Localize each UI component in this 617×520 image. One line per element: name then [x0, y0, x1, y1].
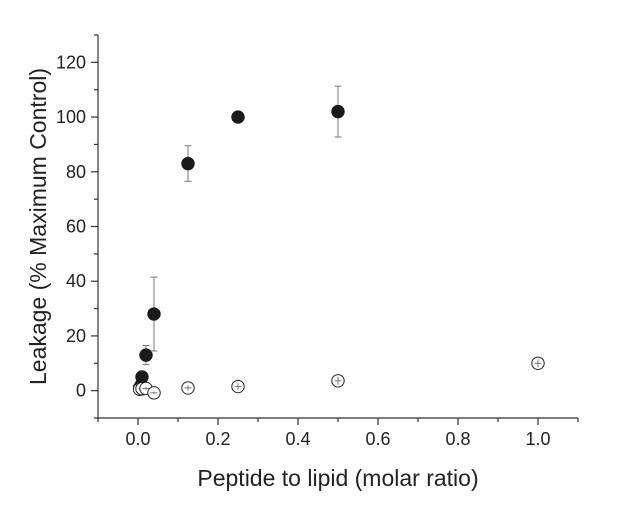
data-series	[132, 85, 545, 400]
y-tick-label: 0	[76, 381, 86, 401]
y-tick-label: 80	[66, 162, 86, 182]
data-point	[139, 348, 153, 362]
axes: 0.0 0.2 0.4 0.6 0.8 1.0 0 20 40 60 80 100 120	[56, 34, 579, 449]
y-axis-ticks: 0 20 40 60 80 100 120	[56, 34, 98, 419]
data-point	[181, 156, 195, 171]
x-tick-label: 0.4	[285, 429, 310, 449]
y-tick-label: 40	[66, 271, 86, 291]
series-1	[132, 85, 345, 395]
x-tick-label: 0.0	[125, 429, 150, 449]
x-axis-title: Peptide to lipid (molar ratio)	[197, 465, 478, 491]
x-tick-label: 0.6	[365, 429, 390, 449]
data-point	[147, 307, 161, 321]
y-tick-label: 20	[66, 326, 86, 346]
x-tick-label: 0.8	[445, 429, 470, 449]
series-2	[132, 356, 545, 400]
y-tick-label: 60	[66, 217, 86, 237]
y-tick-label: 120	[56, 52, 86, 72]
y-tick-label: 100	[56, 107, 86, 127]
y-axis-title: Leakage (% Maximum Control)	[25, 68, 51, 385]
data-point	[135, 370, 149, 384]
x-axis-ticks: 0.0 0.2 0.4 0.6 0.8 1.0	[97, 418, 579, 449]
x-tick-label: 0.2	[205, 429, 230, 449]
data-point	[231, 110, 245, 124]
data-point	[331, 104, 345, 119]
x-tick-label: 1.0	[525, 429, 550, 449]
